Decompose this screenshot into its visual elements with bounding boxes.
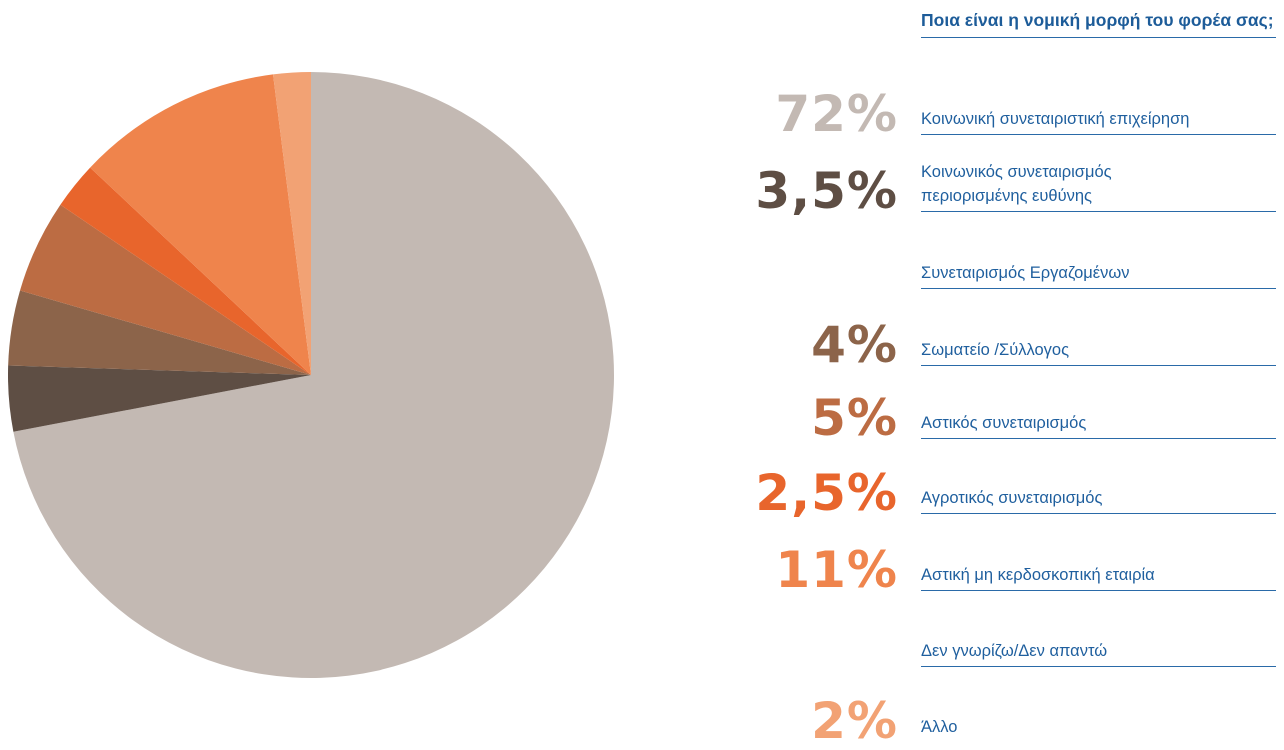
legend-label-box: Αγροτικός συνεταιρισμός <box>921 486 1276 514</box>
legend-label-box: Κοινωνική συνεταιριστική επιχείρηση <box>921 107 1276 135</box>
legend-row: 5% Αστικός συνεταιρισμός <box>700 359 1276 443</box>
legend-label-box: Σωματείο /Σύλλογος <box>921 338 1276 366</box>
value-label: 2% <box>811 692 898 750</box>
legend-label: Κοινωνικός συνεταιρισμός περιορισμένης ε… <box>921 163 1112 205</box>
legend-label: Σωματείο /Σύλλογος <box>921 341 1070 359</box>
legend-row: 2,5% Αγροτικός συνεταιρισμός <box>700 434 1276 518</box>
legend-label: Συνεταιρισμός Εργαζομένων <box>921 264 1130 282</box>
legend-label: Αστική μη κερδοσκοπική εταιρία <box>921 566 1155 584</box>
pie-slice <box>7 365 311 432</box>
pie-slice <box>20 204 312 375</box>
value-label: 72% <box>775 85 898 143</box>
legend-label: Άλλο <box>921 718 958 736</box>
legend-row: 11% Αστική μη κερδοσκοπική εταιρία <box>700 511 1276 595</box>
legend-row: 4% Σωματείο /Σύλλογος <box>700 286 1276 370</box>
legend-label-box: Αστικός συνεταιρισμός <box>921 411 1276 439</box>
legend-row: 2% Άλλο <box>700 662 1276 746</box>
legend-row: Δεν γνωρίζω/Δεν απαντώ <box>700 587 1276 667</box>
legend-label: Αγροτικός συνεταιρισμός <box>921 489 1103 507</box>
pie-slice <box>13 72 615 679</box>
chart-title: Ποια είναι η νομική μορφή του φορέα σας; <box>921 8 1276 38</box>
pie-slice <box>273 72 311 375</box>
legend-label: Κοινωνική συνεταιριστική επιχείρηση <box>921 110 1190 128</box>
pie-slice <box>60 167 311 375</box>
pie-slice <box>8 290 312 375</box>
value-label: 2,5% <box>755 464 898 522</box>
legend-row: 3,5% Κοινωνικός συνεταιρισμός περιορισμέν… <box>700 132 1276 216</box>
pie-slice <box>90 74 312 375</box>
value-label: 5% <box>811 389 898 447</box>
legend-label-box: Συνεταιρισμός Εργαζομένων <box>921 261 1276 289</box>
value-label: 11% <box>775 541 898 599</box>
legend-label: Αστικός συνεταιρισμός <box>921 414 1087 432</box>
legend-row: 72% Κοινωνική συνεταιριστική επιχείρηση <box>700 55 1276 139</box>
legend-label: Δεν γνωρίζω/Δεν απαντώ <box>921 642 1108 660</box>
legend-label-box: Άλλο <box>921 715 1276 742</box>
legend-label-box: Δεν γνωρίζω/Δεν απαντώ <box>921 639 1276 667</box>
legend-label-box: Αστική μη κερδοσκοπική εταιρία <box>921 563 1276 591</box>
legend-row: Συνεταιρισμός Εργαζομένων <box>700 209 1276 289</box>
legend-label-box: Κοινωνικός συνεταιρισμός περιορισμένης ε… <box>921 160 1276 212</box>
pie-chart <box>7 72 615 679</box>
value-label: 3,5% <box>755 162 898 220</box>
value-label: 4% <box>811 316 898 374</box>
